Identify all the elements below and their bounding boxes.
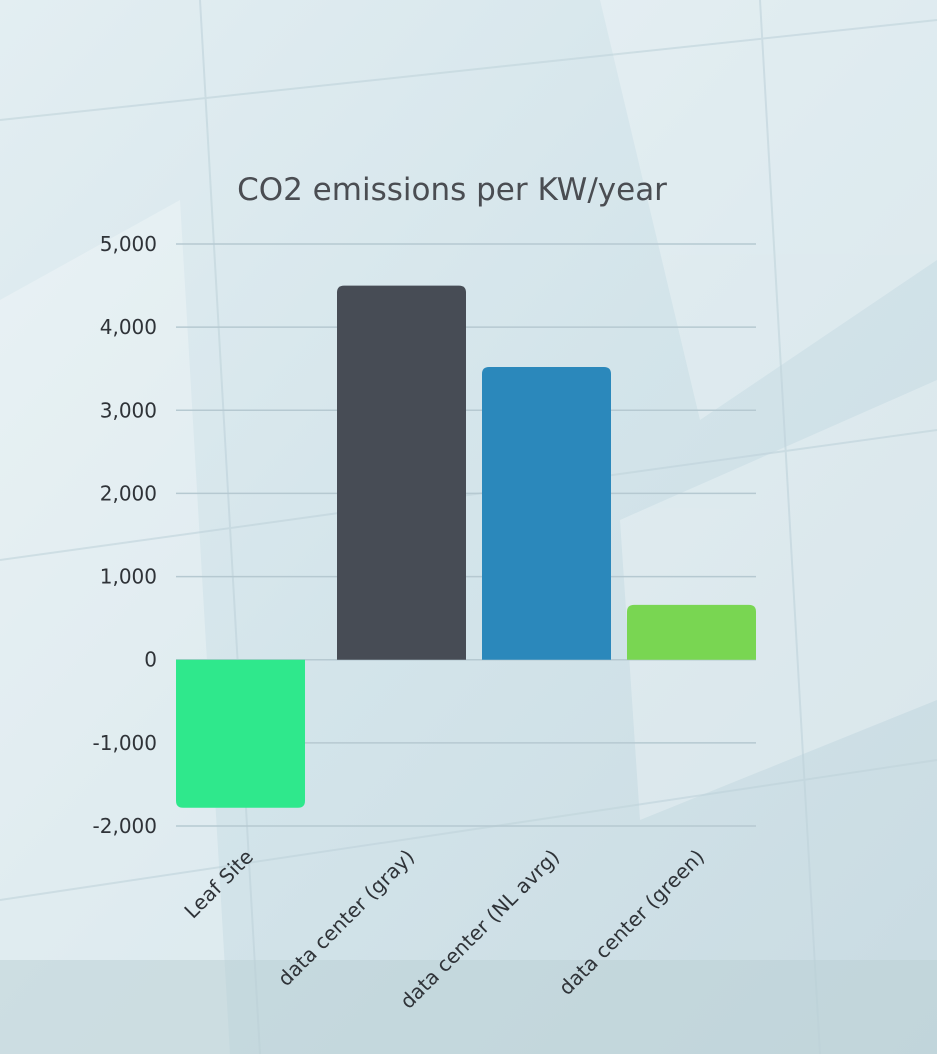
y-tick-label: 4,000 <box>100 315 157 339</box>
chart-title: CO2 emissions per KW/year <box>237 172 667 208</box>
y-tick-label: 3,000 <box>100 398 157 422</box>
x-axis-category-labels: Leaf Site data center (gray)data center (… <box>179 845 709 1014</box>
y-tick-label: 5,000 <box>100 232 157 256</box>
bars <box>176 285 756 808</box>
y-tick-label: -2,000 <box>93 814 157 838</box>
y-tick-label: 0 <box>144 648 157 672</box>
x-category-label: data center (green) <box>554 845 709 1000</box>
y-tick-label: 2,000 <box>100 481 157 505</box>
bar-1 <box>176 659 305 808</box>
y-tick-label: 1,000 <box>100 565 157 589</box>
y-axis-tick-labels: 5,000 4,000 3,000 2,000 1,000 0 -1,000 -2,000 <box>93 232 157 838</box>
x-category-label: data center (NL avrg) <box>395 845 564 1014</box>
bar-4 <box>627 604 756 660</box>
y-tick-label: -1,000 <box>93 731 157 755</box>
bar-3 <box>482 367 611 660</box>
x-category-label: Leaf Site <box>179 845 258 924</box>
x-category-label: data center (gray) <box>273 845 419 991</box>
bar-2 <box>337 285 466 660</box>
